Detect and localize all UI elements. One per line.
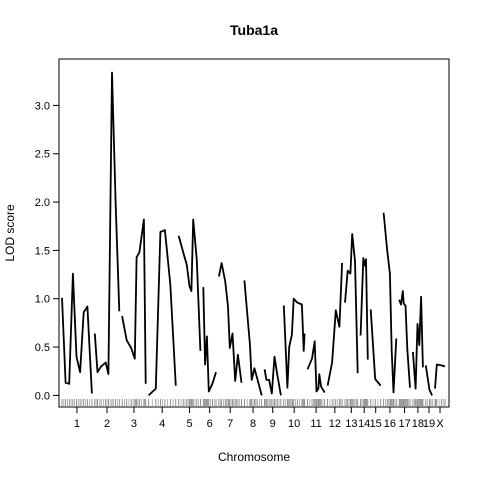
marker-ticks-chr-6 bbox=[202, 399, 217, 406]
y-tick-label: 0.0 bbox=[35, 390, 50, 402]
y-tick-label: 2.5 bbox=[35, 149, 50, 161]
marker-ticks-chr-10 bbox=[283, 399, 305, 406]
lod-curve-chr-11 bbox=[306, 340, 326, 393]
y-tick-label: 0.5 bbox=[35, 342, 50, 354]
y-tick-label: 1.0 bbox=[35, 294, 50, 306]
x-tick-label-chr-4: 4 bbox=[159, 418, 165, 430]
lod-curve-chr-12 bbox=[326, 262, 343, 386]
lod-curve-chr-16 bbox=[382, 212, 398, 394]
y-axis: 0.0 0.5 1.0 1.5 2.0 2.5 3.0 bbox=[35, 100, 59, 402]
x-tick-label-chr-15: 15 bbox=[370, 418, 382, 430]
x-tick-label-chr-16: 16 bbox=[384, 418, 396, 430]
marker-ticks-chr-1 bbox=[61, 399, 93, 406]
x-tick-label-chr-11: 11 bbox=[310, 418, 321, 430]
lod-curve-chr-X bbox=[434, 363, 446, 389]
x-tick-label-chr-5: 5 bbox=[186, 418, 192, 430]
marker-ticks-chr-18 bbox=[412, 399, 424, 406]
x-tick-label-chr-6: 6 bbox=[207, 418, 213, 430]
y-axis-title: LOD score bbox=[3, 204, 17, 262]
lod-curve-chr-6 bbox=[202, 287, 217, 393]
y-tick-label: 3.0 bbox=[35, 100, 50, 112]
marker-ticks-chr-17 bbox=[398, 399, 411, 406]
marker-ticks-chr-14 bbox=[360, 399, 369, 406]
marker-ticks-chr-13 bbox=[344, 399, 359, 406]
x-tick-label-chr-19: 19 bbox=[423, 418, 435, 430]
x-tick-label-chr-10: 10 bbox=[288, 418, 300, 430]
marker-ticks-chr-9 bbox=[264, 399, 282, 406]
lod-curves bbox=[61, 71, 446, 397]
x-tick-label-chr-12: 12 bbox=[329, 418, 341, 430]
lod-curve-chr-2 bbox=[93, 71, 121, 376]
lod-curve-chr-14 bbox=[359, 257, 369, 360]
marker-ticks-chr-3 bbox=[121, 399, 147, 406]
x-tick-label-chr-18: 18 bbox=[412, 418, 424, 430]
plot-frame bbox=[58, 58, 450, 408]
x-axis-title: Chromosome bbox=[218, 450, 290, 464]
marker-ticks-chr-7 bbox=[218, 399, 242, 406]
lod-curve-chr-19 bbox=[424, 365, 433, 396]
x-tick-label-chr-8: 8 bbox=[250, 418, 256, 430]
marker-rug bbox=[61, 399, 446, 406]
lod-curve-chr-4 bbox=[147, 229, 177, 397]
lod-curve-chr-17 bbox=[398, 290, 411, 388]
marker-ticks-chr-X bbox=[434, 399, 446, 406]
marker-ticks-chr-8 bbox=[244, 399, 263, 406]
x-tick-label-chr-9: 9 bbox=[270, 418, 276, 430]
x-tick-label-chr-X: X bbox=[436, 418, 444, 430]
marker-ticks-chr-11 bbox=[307, 399, 326, 406]
x-tick-label-chr-7: 7 bbox=[227, 418, 233, 430]
x-tick-label-chr-1: 1 bbox=[74, 418, 80, 430]
chart-title: Tuba1a bbox=[230, 22, 278, 38]
x-tick-label-chr-17: 17 bbox=[398, 418, 410, 430]
lod-curve-chr-8 bbox=[243, 280, 263, 396]
lod-curve-chr-10 bbox=[282, 297, 306, 389]
marker-ticks-chr-12 bbox=[327, 399, 343, 406]
marker-ticks-chr-15 bbox=[370, 399, 382, 406]
marker-ticks-chr-4 bbox=[148, 399, 177, 406]
y-tick-label: 1.5 bbox=[35, 245, 50, 257]
marker-ticks-chr-2 bbox=[94, 399, 120, 406]
x-tick-label-chr-2: 2 bbox=[104, 418, 110, 430]
marker-ticks-chr-19 bbox=[425, 399, 433, 406]
lod-curve-chr-13 bbox=[344, 233, 359, 374]
lod-curve-chr-3 bbox=[121, 218, 147, 384]
marker-ticks-chr-16 bbox=[383, 399, 397, 406]
lod-curve-chr-9 bbox=[263, 355, 282, 396]
lod-curve-chr-18 bbox=[412, 295, 424, 390]
x-tick-label-chr-13: 13 bbox=[345, 418, 357, 430]
lod-curve-chr-7 bbox=[218, 262, 243, 383]
marker-ticks-chr-5 bbox=[178, 399, 201, 406]
x-tick-label-chr-3: 3 bbox=[131, 418, 137, 430]
lod-curve-chr-1 bbox=[61, 272, 93, 394]
lod-curve-chr-5 bbox=[177, 218, 202, 351]
lod-curve-chr-15 bbox=[369, 309, 382, 387]
y-tick-label: 2.0 bbox=[35, 197, 50, 209]
x-tick-label-chr-14: 14 bbox=[358, 418, 370, 430]
